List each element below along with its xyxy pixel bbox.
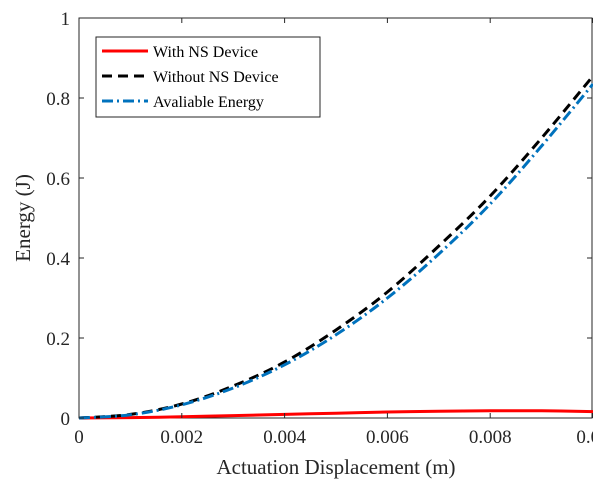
y-tick-label: 0.4 — [46, 249, 70, 270]
y-tick-label: 0.6 — [46, 169, 70, 190]
series-line-3 — [78, 83, 593, 420]
x-tick-label: 0.01 — [576, 427, 593, 448]
legend-label: Avaliable Energy — [153, 94, 264, 111]
legend-label: Without NS Device — [153, 69, 279, 86]
x-tick-label: 0 — [74, 427, 84, 448]
x-tick-label: 0.006 — [366, 427, 409, 448]
y-tick-label: 0.2 — [46, 329, 70, 350]
legend-label: With NS Device — [153, 44, 258, 61]
x-tick-label: 0.008 — [469, 427, 512, 448]
axis-ticks: 0 0.002 0.004 0.006 0.008 0.01 0 0.2 0.4 0.6 0.8 1 — [46, 9, 593, 448]
series-lines — [78, 75, 593, 420]
y-axis-title: Energy (J) — [11, 174, 35, 262]
series-line-1 — [78, 409, 593, 420]
y-tick-label: 0.8 — [46, 89, 70, 110]
y-tick-label: 0 — [61, 409, 71, 430]
x-tick-label: 0.002 — [160, 427, 203, 448]
legend: With NS Device Without NS Device Avaliable… — [95, 36, 321, 118]
y-tick-label: 1 — [61, 9, 71, 30]
x-tick-label: 0.004 — [263, 427, 306, 448]
x-axis-title: Actuation Displacement (m) — [216, 455, 455, 479]
